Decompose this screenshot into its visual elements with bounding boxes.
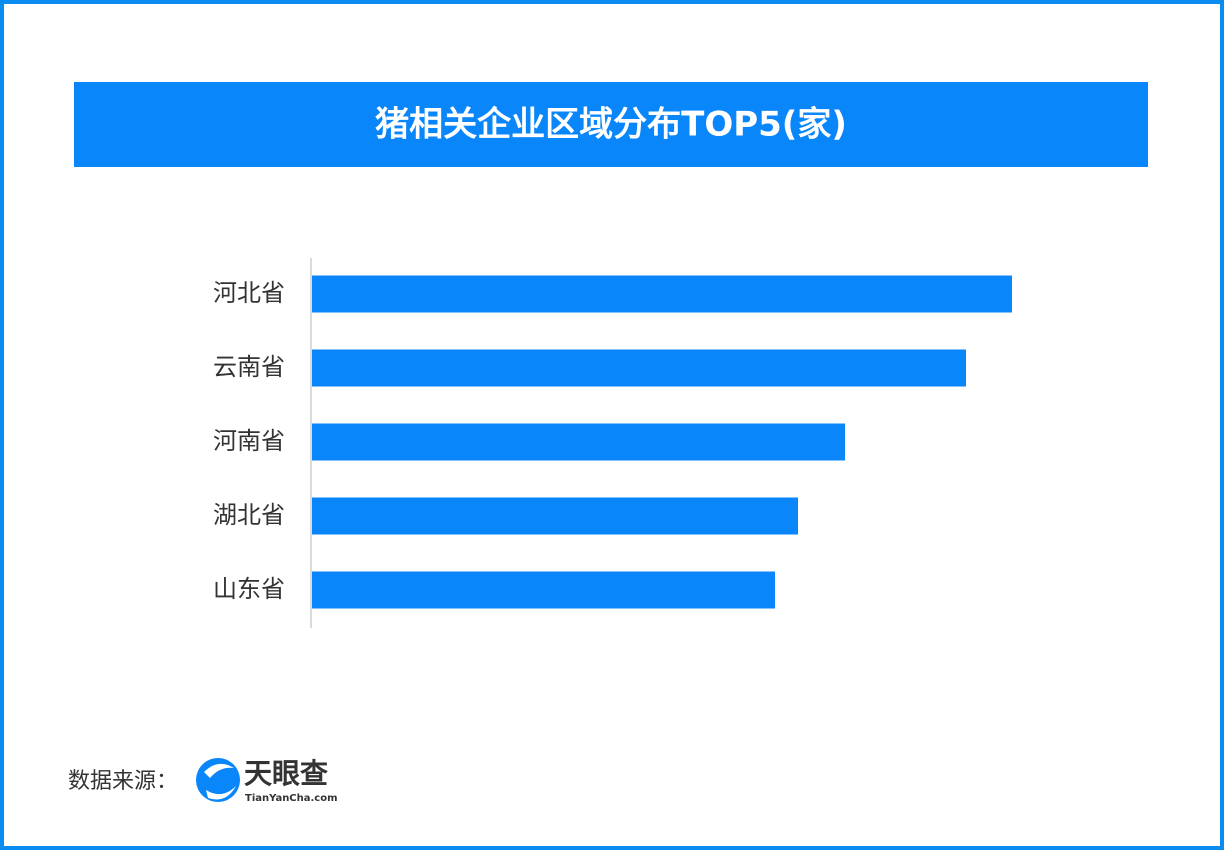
bar (312, 571, 775, 609)
title-band (74, 82, 1148, 167)
logo-swoosh (206, 786, 236, 800)
bar (312, 275, 1012, 313)
source-label: 数据来源： (68, 769, 178, 794)
bar (312, 497, 798, 535)
logo-site: TianYanCha.com (245, 793, 338, 804)
logo-brand: 天眼查 (244, 757, 328, 790)
y-tick-label: 河北省 (213, 279, 285, 307)
chart-title: 猪相关企业区域分布TOP5(家) (375, 105, 847, 145)
y-tick-label: 云南省 (213, 353, 285, 381)
y-tick-label: 湖北省 (213, 501, 285, 529)
y-tick-label: 山东省 (213, 575, 285, 603)
bar (312, 423, 845, 461)
y-tick-label: 河南省 (213, 427, 285, 455)
logo-swoosh (204, 763, 234, 778)
logo: 天眼查 TianYanCha.com (196, 757, 338, 804)
bar (312, 349, 966, 387)
